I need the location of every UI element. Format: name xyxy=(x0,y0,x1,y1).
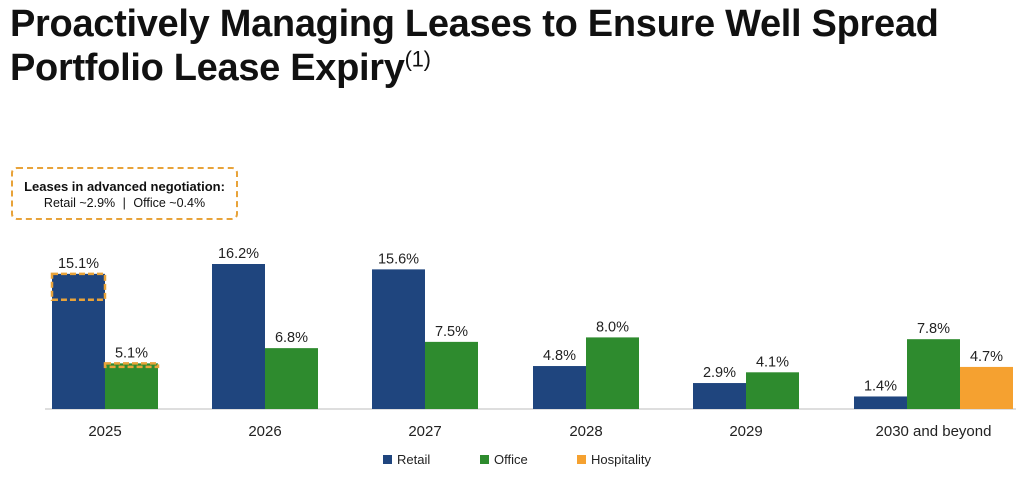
data-label-retail-2025: 15.1% xyxy=(58,256,99,272)
bar-office-2029 xyxy=(746,372,799,409)
data-label-retail-2026: 16.2% xyxy=(218,246,259,262)
x-tick-label-2026: 2026 xyxy=(248,423,281,440)
data-label-hospitality-2030-and-beyond: 4.7% xyxy=(970,349,1003,365)
data-label-retail-2027: 15.6% xyxy=(378,251,419,267)
legend-label-office: Office xyxy=(494,452,528,467)
data-label-office-2026: 6.8% xyxy=(275,330,308,346)
callout-retail: Retail ~2.9% xyxy=(43,196,116,210)
bar-office-2026 xyxy=(265,348,318,409)
advanced-negotiation-retail-highlight xyxy=(50,272,107,302)
bar-office-2027 xyxy=(425,341,478,409)
callout-office: Office ~0.4% xyxy=(133,196,206,210)
bar-retail-2030-and-beyond xyxy=(854,396,907,409)
legend-swatch-retail xyxy=(383,455,392,464)
advanced-negotiation-callout: Leases in advanced negotiation: Retail ~… xyxy=(11,167,238,220)
page-title: Proactively Managing Leases to Ensure We… xyxy=(10,2,939,90)
data-label-retail-2029: 2.9% xyxy=(703,365,736,381)
x-tick-label-2030-and-beyond: 2030 and beyond xyxy=(876,423,992,440)
bar-hospitality-2030-and-beyond xyxy=(960,366,1013,409)
x-tick-label-2027: 2027 xyxy=(408,423,441,440)
bar-office-2028 xyxy=(586,337,639,409)
chart-legend: Retail Office Hospitality xyxy=(0,452,1024,472)
legend-swatch-office xyxy=(480,455,489,464)
x-tick-label-2028: 2028 xyxy=(569,423,602,440)
x-tick-label-2029: 2029 xyxy=(729,423,762,440)
title-line-1: Proactively Managing Leases to Ensure We… xyxy=(10,3,939,45)
callout-title: Leases in advanced negotiation: xyxy=(24,179,225,194)
bar-retail-2028 xyxy=(533,366,586,409)
title-footnote: (1) xyxy=(404,46,431,72)
lease-expiry-chart: 15.1% 5.1% 2025 16.2% 6.8% 2026 15.6% 7.5% 2027 4… xyxy=(45,246,1016,440)
legend-item-retail: Retail xyxy=(383,452,430,467)
advanced-negotiation-office-highlight xyxy=(103,362,160,369)
data-label-office-2029: 4.1% xyxy=(756,354,789,370)
data-label-office-2025: 5.1% xyxy=(115,345,148,361)
data-label-office-2030-and-beyond: 7.8% xyxy=(917,321,950,337)
data-label-office-2028: 8.0% xyxy=(596,319,629,335)
bar-office-2025 xyxy=(105,363,158,409)
data-label-retail-2028: 4.8% xyxy=(543,348,576,364)
legend-item-office: Office xyxy=(480,452,528,467)
x-tick-label-2025: 2025 xyxy=(88,423,121,440)
data-label-office-2027: 7.5% xyxy=(435,324,468,340)
callout-values: Retail ~2.9% | Office ~0.4% xyxy=(13,196,236,210)
callout-separator: | xyxy=(122,196,126,210)
bar-retail-2026 xyxy=(212,264,265,409)
bar-retail-2029 xyxy=(693,383,746,409)
data-label-retail-2030-and-beyond: 1.4% xyxy=(864,378,897,394)
legend-item-hospitality: Hospitality xyxy=(577,452,651,467)
legend-label-retail: Retail xyxy=(397,452,431,467)
bar-retail-2027 xyxy=(372,269,425,409)
bar-office-2030-and-beyond xyxy=(907,339,960,409)
title-line-2: Portfolio Lease Expiry xyxy=(10,47,405,89)
legend-label-hospitality: Hospitality xyxy=(591,452,651,467)
legend-swatch-hospitality xyxy=(577,455,586,464)
bar-retail-2025 xyxy=(52,273,105,409)
